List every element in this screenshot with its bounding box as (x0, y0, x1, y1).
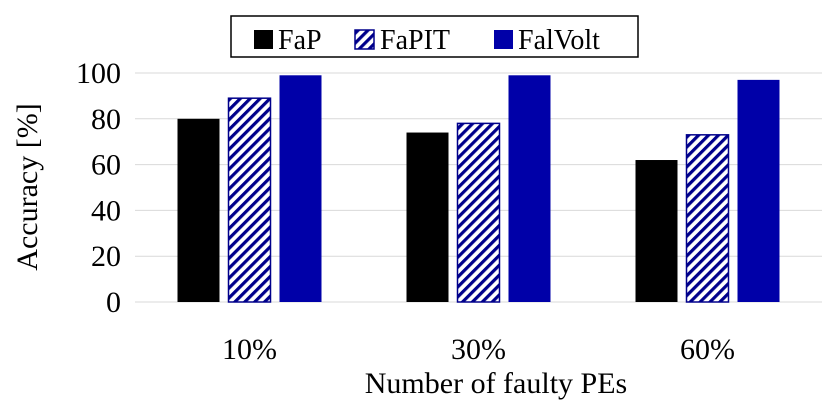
x-tick-label: 10% (222, 333, 277, 366)
y-tick-labels: 0 20 40 60 80 100 (76, 57, 121, 319)
legend-swatch-falvolt (494, 30, 513, 49)
x-tick-label: 60% (680, 333, 735, 366)
bar-falvolt-3 (737, 79, 780, 303)
x-tick-labels: 10% 30% 60% (222, 333, 735, 366)
bar-falvolt-2 (508, 75, 551, 302)
y-axis-label: Accuracy [%] (11, 103, 44, 270)
bar-falvolt-1 (279, 75, 322, 302)
y-tick-label: 100 (76, 57, 121, 90)
legend: FaP FaPIT FalVolt (230, 15, 639, 58)
bar-fap-1 (177, 118, 220, 302)
y-tick-label: 60 (91, 149, 121, 182)
x-axis-label: Number of faulty PEs (365, 367, 627, 400)
bar-fapit-1 (227, 97, 272, 303)
bars (177, 75, 780, 303)
bar-fapit-3 (685, 134, 730, 303)
y-tick-label: 40 (91, 194, 121, 227)
legend-swatch-fap (254, 30, 273, 49)
legend-label-fapit: FaPIT (380, 25, 450, 56)
bar-fap-3 (635, 160, 678, 302)
bar-fapit-2 (456, 122, 501, 303)
bar-fap-2 (406, 132, 449, 302)
y-tick-label: 20 (91, 240, 121, 273)
legend-label-falvolt: FalVolt (518, 25, 600, 56)
legend-frame (230, 15, 639, 58)
x-tick-label: 30% (451, 333, 506, 366)
legend-swatch-fapit (354, 29, 375, 50)
y-tick-label: 0 (106, 286, 121, 319)
y-tick-label: 80 (91, 103, 121, 136)
legend-label-fap: FaP (278, 25, 322, 56)
